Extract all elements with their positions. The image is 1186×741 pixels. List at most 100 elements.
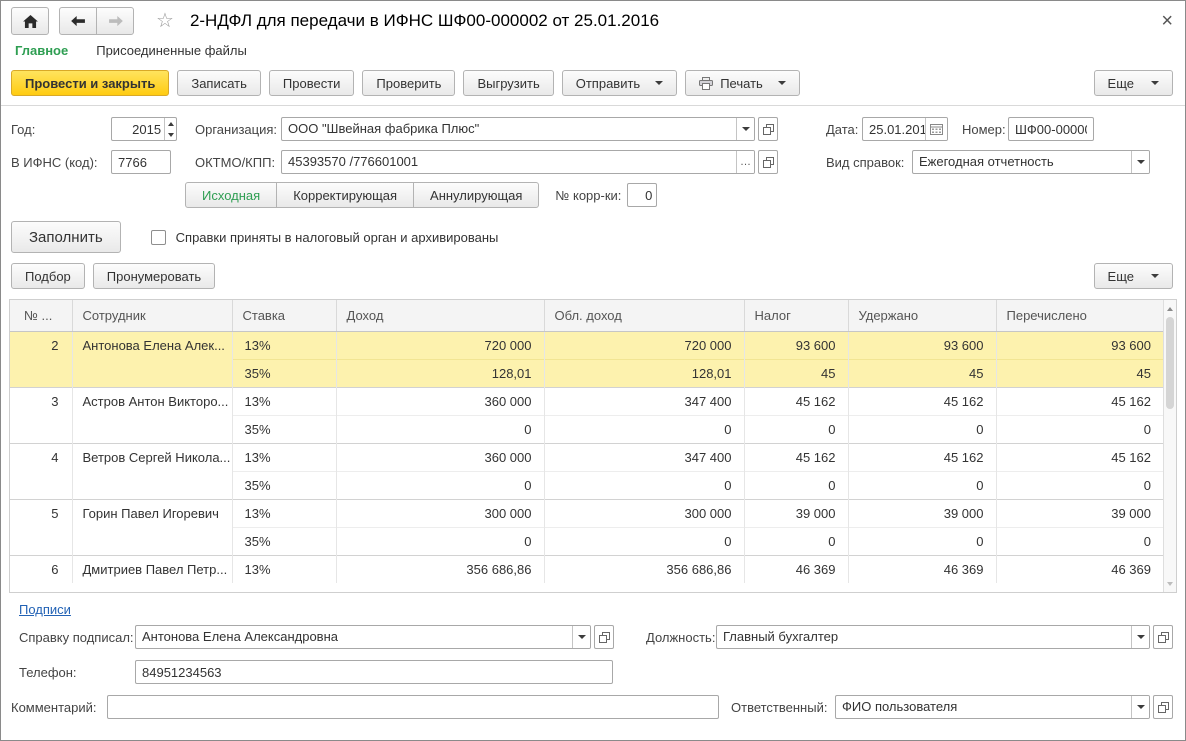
table-row[interactable]: 2 Антонова Елена Алек... 13% 720 000 720 000…	[10, 330, 1163, 387]
year-spinner[interactable]	[164, 118, 176, 140]
send-button[interactable]: Отправить	[561, 70, 678, 96]
withheld-cell[interactable]: 0	[847, 414, 996, 443]
scroll-up-icon[interactable]	[1164, 302, 1176, 315]
table-row[interactable]: 5 Горин Павел Игоревич 13% 300 000 300 000 39…	[10, 498, 1163, 555]
table-row[interactable]: 35% 0 0 0 0 0	[10, 414, 1163, 443]
table-row[interactable]: 3 Астров Антон Викторо... 13% 360 000 347 40…	[10, 386, 1163, 443]
position-dropdown[interactable]	[1131, 626, 1149, 648]
taxable-income-cell[interactable]: 0	[543, 414, 744, 443]
position-combo[interactable]: Главный бухгалтер	[716, 625, 1150, 649]
table-row[interactable]: 6 Дмитриев Павел Петр... 13% 356 686,86 356 …	[10, 554, 1163, 583]
tab-korrektiruyushchaya[interactable]: Корректирующая	[276, 182, 415, 208]
signed-by-dropdown[interactable]	[572, 626, 590, 648]
transferred-cell[interactable]: 45 162	[995, 442, 1163, 471]
tax-cell[interactable]: 45 162	[743, 386, 848, 415]
scrollbar-thumb[interactable]	[1166, 317, 1174, 409]
transferred-cell[interactable]: 45	[995, 358, 1163, 387]
tax-cell[interactable]: 45	[743, 358, 848, 387]
income-cell[interactable]: 128,01	[335, 358, 544, 387]
tax-cell[interactable]: 46 369	[743, 554, 848, 583]
transferred-cell[interactable]: 0	[995, 526, 1163, 555]
taxable-income-cell[interactable]: 300 000	[543, 498, 744, 527]
responsible-combo[interactable]: ФИО пользователя	[835, 695, 1150, 719]
withheld-cell[interactable]: 45 162	[847, 442, 996, 471]
employee-cell[interactable]: Астров Антон Викторо...	[71, 386, 232, 443]
corr-number-input[interactable]	[628, 187, 657, 203]
kind-dropdown[interactable]	[1131, 151, 1149, 173]
rate-cell[interactable]: 13%	[231, 386, 336, 415]
comment-input[interactable]	[108, 699, 718, 715]
table-row[interactable]: 35% 0 0 0 0 0	[10, 470, 1163, 499]
post-button[interactable]: Провести	[268, 70, 355, 96]
taxable-income-cell[interactable]: 347 400	[543, 442, 744, 471]
rate-cell[interactable]: 35%	[231, 470, 336, 499]
income-cell[interactable]: 360 000	[335, 442, 544, 471]
oktmo-choose-button[interactable]: …	[736, 151, 754, 173]
signed-by-combo[interactable]: Антонова Елена Александровна	[135, 625, 591, 649]
col-header-number[interactable]: № ...	[10, 300, 72, 332]
favorite-star-icon[interactable]: ☆	[156, 10, 174, 32]
transferred-cell[interactable]: 0	[995, 414, 1163, 443]
transferred-cell[interactable]: 93 600	[995, 330, 1163, 359]
podbor-button[interactable]: Подбор	[11, 263, 85, 289]
year-input[interactable]	[112, 121, 165, 137]
row-number-cell[interactable]: 6	[10, 554, 72, 583]
comment-field[interactable]	[107, 695, 719, 719]
tax-cell[interactable]: 45 162	[743, 442, 848, 471]
employee-cell[interactable]: Ветров Сергей Никола...	[71, 442, 232, 499]
close-icon[interactable]: ×	[1161, 10, 1173, 32]
income-cell[interactable]: 0	[335, 414, 544, 443]
oktmo-open-button[interactable]	[758, 150, 778, 174]
signatures-link[interactable]: Подписи	[19, 602, 71, 617]
tab-annuliruyushchaya[interactable]: Аннулирующая	[413, 182, 540, 208]
employee-cell[interactable]: Дмитриев Павел Петр...	[71, 554, 232, 583]
col-header-employee[interactable]: Сотрудник	[71, 300, 232, 332]
income-cell[interactable]: 300 000	[335, 498, 544, 527]
income-cell[interactable]: 720 000	[335, 330, 544, 359]
responsible-dropdown[interactable]	[1131, 696, 1149, 718]
more-button-table[interactable]: Еще	[1093, 263, 1173, 289]
col-header-taxable-income[interactable]: Обл. доход	[543, 300, 744, 332]
row-number-cell[interactable]: 4	[10, 442, 72, 499]
withheld-cell[interactable]: 39 000	[847, 498, 996, 527]
transferred-cell[interactable]: 46 369	[995, 554, 1163, 583]
organization-open-button[interactable]	[758, 117, 778, 141]
rate-cell[interactable]: 35%	[231, 526, 336, 555]
forward-button[interactable]	[96, 7, 134, 35]
taxable-income-cell[interactable]: 128,01	[543, 358, 744, 387]
date-field[interactable]	[862, 117, 948, 141]
rate-cell[interactable]: 13%	[231, 554, 336, 583]
income-cell[interactable]: 0	[335, 470, 544, 499]
responsible-open-button[interactable]	[1153, 695, 1173, 719]
rate-cell[interactable]: 13%	[231, 442, 336, 471]
phone-field[interactable]	[135, 660, 613, 684]
phone-input[interactable]	[136, 664, 612, 680]
more-button-top[interactable]: Еще	[1093, 70, 1173, 96]
table-row[interactable]: 35% 128,01 128,01 45 45 45	[10, 358, 1163, 387]
taxable-income-cell[interactable]: 356 686,86	[543, 554, 744, 583]
taxable-income-cell[interactable]: 0	[543, 526, 744, 555]
employee-cell[interactable]: Горин Павел Игоревич	[71, 498, 232, 555]
scroll-down-icon[interactable]	[1164, 577, 1176, 590]
transferred-cell[interactable]: 39 000	[995, 498, 1163, 527]
back-button[interactable]	[59, 7, 97, 35]
date-input[interactable]	[863, 121, 925, 137]
taxable-income-cell[interactable]: 347 400	[543, 386, 744, 415]
oktmo-combo[interactable]: 45393570 /776601001 …	[281, 150, 755, 174]
organization-dropdown[interactable]	[736, 118, 754, 140]
col-header-transferred[interactable]: Перечислено	[995, 300, 1163, 332]
tax-cell[interactable]: 0	[743, 470, 848, 499]
rate-cell[interactable]: 35%	[231, 358, 336, 387]
withheld-cell[interactable]: 45	[847, 358, 996, 387]
employee-cell[interactable]: Антонова Елена Алек...	[71, 330, 232, 387]
withheld-cell[interactable]: 0	[847, 526, 996, 555]
tax-cell[interactable]: 93 600	[743, 330, 848, 359]
ifns-field[interactable]	[111, 150, 171, 174]
write-button[interactable]: Записать	[177, 70, 261, 96]
date-picker-button[interactable]	[925, 118, 947, 140]
number-field[interactable]	[1008, 117, 1094, 141]
rate-cell[interactable]: 13%	[231, 330, 336, 359]
table-row[interactable]: 35% 0 0 0 0 0	[10, 526, 1163, 555]
kind-combo[interactable]: Ежегодная отчетность	[912, 150, 1150, 174]
print-button[interactable]: Печать	[685, 70, 800, 96]
